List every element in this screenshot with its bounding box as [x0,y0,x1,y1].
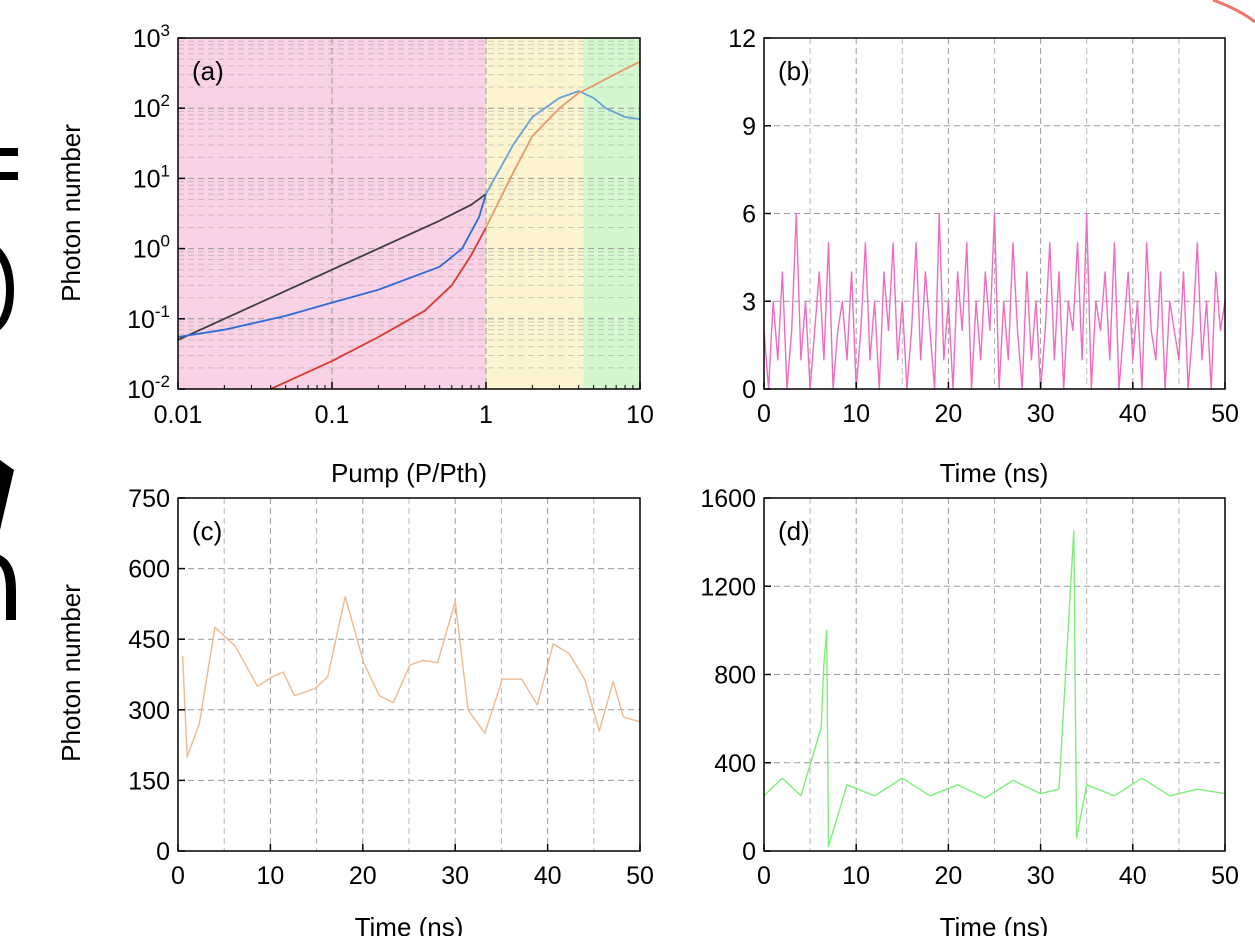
panel-a-x-axis-label: Pump (P/Pth) [331,458,487,488]
panel-c-y-tick-label: 150 [128,767,170,795]
panel-b-y-tick-label: 3 [742,288,756,316]
panel-c: 0 10 20 30 40 50 0 150 300 450 600 750 (c) Time (n… [56,485,654,936]
panel-b-y-tick-label: 0 [742,376,756,404]
corner-decoration-arc [1212,0,1255,24]
panel-c-x-ticks: 0 10 20 30 40 50 [171,844,654,890]
panel-b-x-tick-label: 10 [842,400,870,428]
panel-a-y-tick-label: 102 [133,91,170,123]
panel-d-label: (d) [778,516,810,546]
panel-c-y-tick-label: 0 [156,838,170,866]
panel-a-series-line-5 [485,60,641,228]
left-edge-fragments [0,148,18,620]
cropped-glyph-3 [0,248,14,330]
panel-d-x-tick-label: 50 [1211,862,1239,890]
panel-c-frame [177,497,641,852]
panel-d-y-tick-label: 400 [714,750,756,778]
panel-a-y-tick-label: 10-1 [127,302,170,334]
panel-c-grid [177,497,641,852]
panel-d-x-tick-label: 10 [842,862,870,890]
panel-b-x-tick-label: 30 [1027,400,1055,428]
panel-d-y-tick-label: 1600 [700,485,756,513]
panel-b-y-tick-label: 9 [742,113,756,141]
panel-b-y-tick-label: 12 [728,25,756,53]
panel-c-x-tick-label: 50 [626,862,654,890]
panel-c-y-tick-label: 450 [128,626,170,654]
panel-c-x-tick-label: 30 [441,862,469,890]
panel-a: 0.01 0.1 1 10 10-2 10-1 100 101 102 103 (a) Pump… [56,21,654,488]
panel-b-x-ticks: 0 10 20 30 40 50 [757,382,1239,428]
panel-d-y-tick-label: 800 [714,662,756,690]
panel-b-series [763,212,1226,390]
panel-a-x-tick-label: 0.1 [315,401,350,429]
panel-a-regions [178,38,640,389]
panel-a-series [177,60,641,390]
panel-a-y-tick-label: 10-2 [127,372,170,404]
panel-d-grid [763,497,1226,852]
panel-d: 0 10 20 30 40 50 0 400 800 1200 1600 (d) Time (ns… [700,485,1239,936]
panel-a-series-line-1 [177,193,487,341]
panel-d-x-tick-label: 0 [757,862,771,890]
panel-c-y-ticks: 0 150 300 450 600 750 [128,485,185,866]
panel-c-series [181,596,640,758]
panel-b-y-ticks: 0 3 6 9 12 [728,25,771,404]
panel-d-y-ticks: 0 400 800 1200 1600 [700,485,771,866]
panel-d-y-tick-label: 1200 [700,573,756,601]
panel-d-y-tick-label: 0 [742,838,756,866]
panel-b: 0 10 20 30 40 50 0 3 6 9 12 (b) Time (ns) [728,25,1239,488]
panel-a-y-tick-label: 103 [133,21,170,53]
panel-a-x-tick-label: 0.01 [154,401,203,429]
panel-a-label: (a) [192,56,224,86]
cropped-glyph-1 [0,148,18,156]
panel-d-x-tick-label: 20 [934,862,962,890]
panel-a-region-3 [583,38,640,389]
panel-d-series-line-1 [763,530,1226,848]
panel-d-x-tick-label: 30 [1027,862,1055,890]
panel-c-x-tick-label: 10 [256,862,284,890]
panel-b-x-tick-label: 0 [757,400,771,428]
panel-b-x-tick-label: 50 [1211,400,1239,428]
panel-c-label: (c) [192,516,222,546]
panel-d-series [763,530,1226,848]
panel-c-y-tick-label: 600 [128,556,170,584]
panel-c-y-tick-label: 300 [128,697,170,725]
panel-c-series-line-1 [181,596,640,758]
panel-a-frame [177,37,641,390]
cropped-glyph-2 [0,172,18,180]
panel-b-x-tick-label: 40 [1119,400,1147,428]
panel-a-x-ticks: 0.01 0.1 1 10 [154,382,654,429]
panel-c-y-tick-label: 750 [128,485,170,513]
panel-a-x-tick-label: 1 [479,401,493,429]
panel-d-x-axis-label: Time (ns) [940,912,1049,936]
panel-b-x-axis-label: Time (ns) [940,458,1049,488]
panel-a-series-line-3 [270,227,487,390]
panel-c-x-axis-label: Time (ns) [355,912,464,936]
panel-c-x-tick-label: 0 [171,862,185,890]
panel-b-series-line-1 [763,212,1226,390]
panel-a-series-line-2 [177,193,487,338]
cropped-glyph-5 [0,555,16,620]
panel-c-x-tick-label: 40 [534,862,562,890]
panel-a-series-line-4 [485,90,641,195]
panel-d-x-ticks: 0 10 20 30 40 50 [757,844,1239,890]
panel-a-y-ticks: 10-2 10-1 100 101 102 103 [127,21,185,404]
panel-a-y-axis-label: Photon number [56,124,86,302]
panel-a-y-tick-label: 101 [133,161,170,193]
panel-b-x-tick-label: 20 [934,400,962,428]
panel-a-x-tick-label: 10 [626,401,654,429]
panel-b-label: (b) [778,56,810,86]
panel-c-x-tick-label: 20 [349,862,377,890]
panel-a-region-2 [486,38,584,389]
panel-b-y-tick-label: 6 [742,201,756,229]
panel-c-y-axis-label: Photon number [56,584,86,762]
panel-d-x-tick-label: 40 [1119,862,1147,890]
panel-a-y-tick-label: 100 [133,232,170,264]
cropped-glyph-4 [0,460,14,530]
